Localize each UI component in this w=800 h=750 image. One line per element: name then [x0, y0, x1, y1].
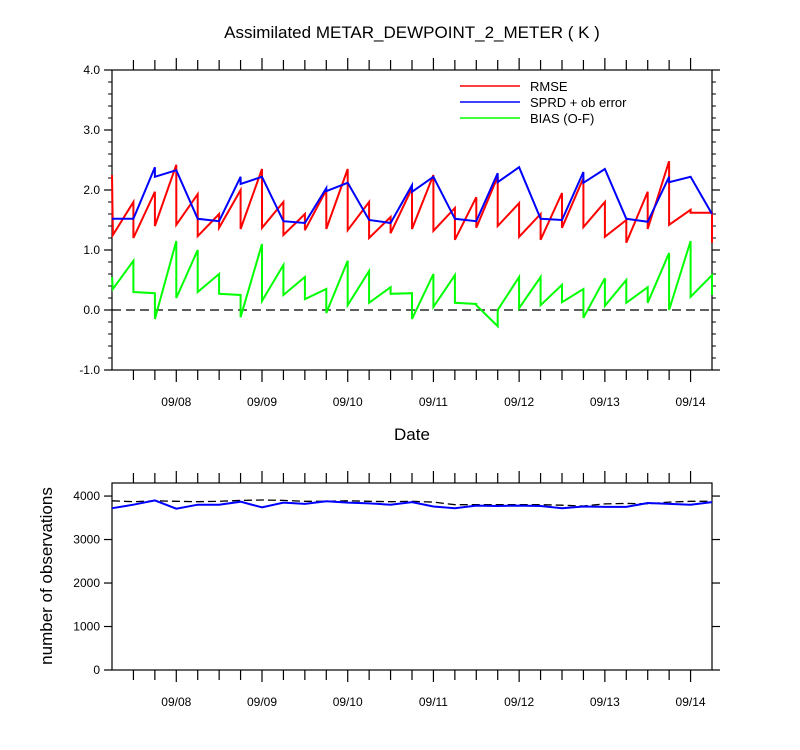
- x-tick-label: 09/11: [419, 695, 448, 709]
- x-tick-label: 09/09: [247, 395, 277, 409]
- top-chart-panel: Assimilated METAR_DEWPOINT_2_METER ( K )…: [79, 23, 720, 444]
- chart-title: Assimilated METAR_DEWPOINT_2_METER ( K ): [224, 23, 600, 42]
- y-tick-label: -1.0: [79, 363, 100, 377]
- series-line-bias-o-f: [111, 240, 713, 329]
- x-tick-label: 09/12: [504, 695, 534, 709]
- x-tick-label: 09/13: [590, 395, 620, 409]
- series-line-rmse: [111, 160, 713, 244]
- y-tick-label: 3.0: [83, 123, 100, 137]
- y-tick-label: 1000: [73, 620, 100, 634]
- y-tick-label: 1.0: [83, 243, 100, 257]
- x-tick-label: 09/10: [333, 395, 363, 409]
- bottom-chart-panel: number of observations 09/08 09/09 09/10 09…: [37, 471, 720, 709]
- legend-label: BIAS (O-F): [530, 111, 594, 126]
- y-tick-label: 3000: [73, 533, 100, 547]
- y-tick-label: 0.0: [83, 303, 100, 317]
- x-tick-label: 09/11: [419, 395, 448, 409]
- plot-frame: [111, 482, 713, 671]
- x-tick-label: 09/13: [590, 695, 620, 709]
- y-tick-label: 2000: [73, 576, 100, 590]
- legend-label: SPRD + ob error: [530, 95, 627, 110]
- x-axis-title: Date: [394, 425, 430, 444]
- x-tick-label: 09/14: [676, 695, 706, 709]
- x-tick-label: 09/08: [161, 695, 191, 709]
- x-tick-label: 09/09: [247, 695, 277, 709]
- legend-label: RMSE: [530, 79, 568, 94]
- y-tick-label: 4000: [73, 489, 100, 503]
- x-tick-label: 09/14: [676, 395, 706, 409]
- x-tick-label: 09/08: [161, 395, 191, 409]
- x-tick-label: 09/10: [333, 695, 363, 709]
- y-tick-label: 4.0: [83, 63, 100, 77]
- y-tick-label: 2.0: [83, 183, 100, 197]
- y-tick-label: 0: [93, 663, 100, 677]
- series-line-sprd-ob-error: [112, 165, 713, 225]
- series-line-assimilated-observations: [111, 499, 713, 510]
- y-axis-title: number of observations: [37, 487, 56, 665]
- x-tick-label: 09/12: [504, 395, 534, 409]
